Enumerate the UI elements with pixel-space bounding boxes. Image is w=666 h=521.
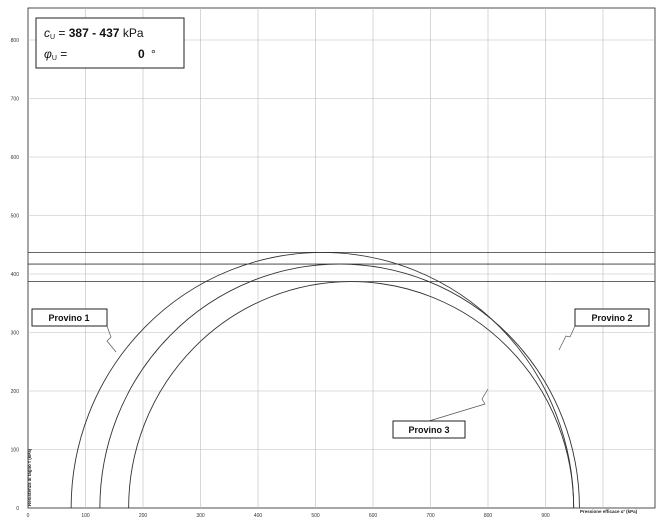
leader-line-3 bbox=[428, 388, 489, 422]
mohr-circle-3 bbox=[128, 281, 575, 509]
label-provino-2-text: Provino 2 bbox=[591, 313, 632, 323]
y-tick-label: 200 bbox=[11, 389, 20, 395]
x-tick-label: 900 bbox=[541, 513, 550, 519]
y-tick-label: 700 bbox=[11, 97, 20, 103]
y-tick-label: 300 bbox=[11, 331, 20, 337]
mohr-circles bbox=[70, 251, 580, 509]
x-tick-labels: 0 100 200 300 400 500 600 700 800 900 bbox=[27, 513, 550, 519]
phi-value: 0 bbox=[138, 47, 145, 61]
x-tick-label: 100 bbox=[81, 513, 90, 519]
x-tick-label: 400 bbox=[254, 513, 263, 519]
phi-line: φU = bbox=[44, 47, 67, 62]
x-tick-label: 200 bbox=[139, 513, 148, 519]
label-provino-3: Provino 3 bbox=[392, 420, 466, 439]
y-tick-label: 500 bbox=[11, 214, 20, 220]
x-tick-label: 0 bbox=[27, 513, 30, 519]
leader-line-2 bbox=[558, 325, 576, 351]
label-provino-1-text: Provino 1 bbox=[48, 313, 89, 323]
x-tick-label: 500 bbox=[311, 513, 320, 519]
plot-area bbox=[27, 7, 656, 509]
y-tick-label: 0 bbox=[16, 506, 19, 512]
y-tick-label: 100 bbox=[11, 448, 20, 454]
label-provino-3-text: Provino 3 bbox=[408, 425, 449, 435]
phi-unit: ° bbox=[151, 47, 156, 61]
mohr-circle-1 bbox=[70, 251, 575, 509]
cu-line: cU = 387 - 437 kPa bbox=[44, 26, 144, 41]
y-axis-title: Resistenza al taglio τ (kPa) bbox=[27, 448, 32, 506]
x-tick-label: 600 bbox=[369, 513, 378, 519]
y-tick-labels: 0 100 200 300 400 500 600 700 800 bbox=[11, 38, 20, 512]
y-tick-label: 800 bbox=[11, 38, 20, 44]
label-provino-1: Provino 1 bbox=[31, 308, 108, 327]
mohr-circle-2 bbox=[99, 263, 580, 509]
parameter-box: cU = 387 - 437 kPa φU = 0 ° bbox=[35, 17, 185, 69]
leader-line-1 bbox=[106, 325, 117, 353]
y-tick-label: 600 bbox=[11, 155, 20, 161]
x-tick-label: 700 bbox=[426, 513, 435, 519]
label-leaders bbox=[106, 325, 576, 422]
label-provino-2: Provino 2 bbox=[574, 308, 650, 327]
x-tick-label: 300 bbox=[196, 513, 205, 519]
x-axis-title: Pressione efficace σ' (kPa) bbox=[580, 509, 638, 514]
x-tick-label: 800 bbox=[484, 513, 493, 519]
y-tick-label: 400 bbox=[11, 272, 20, 278]
